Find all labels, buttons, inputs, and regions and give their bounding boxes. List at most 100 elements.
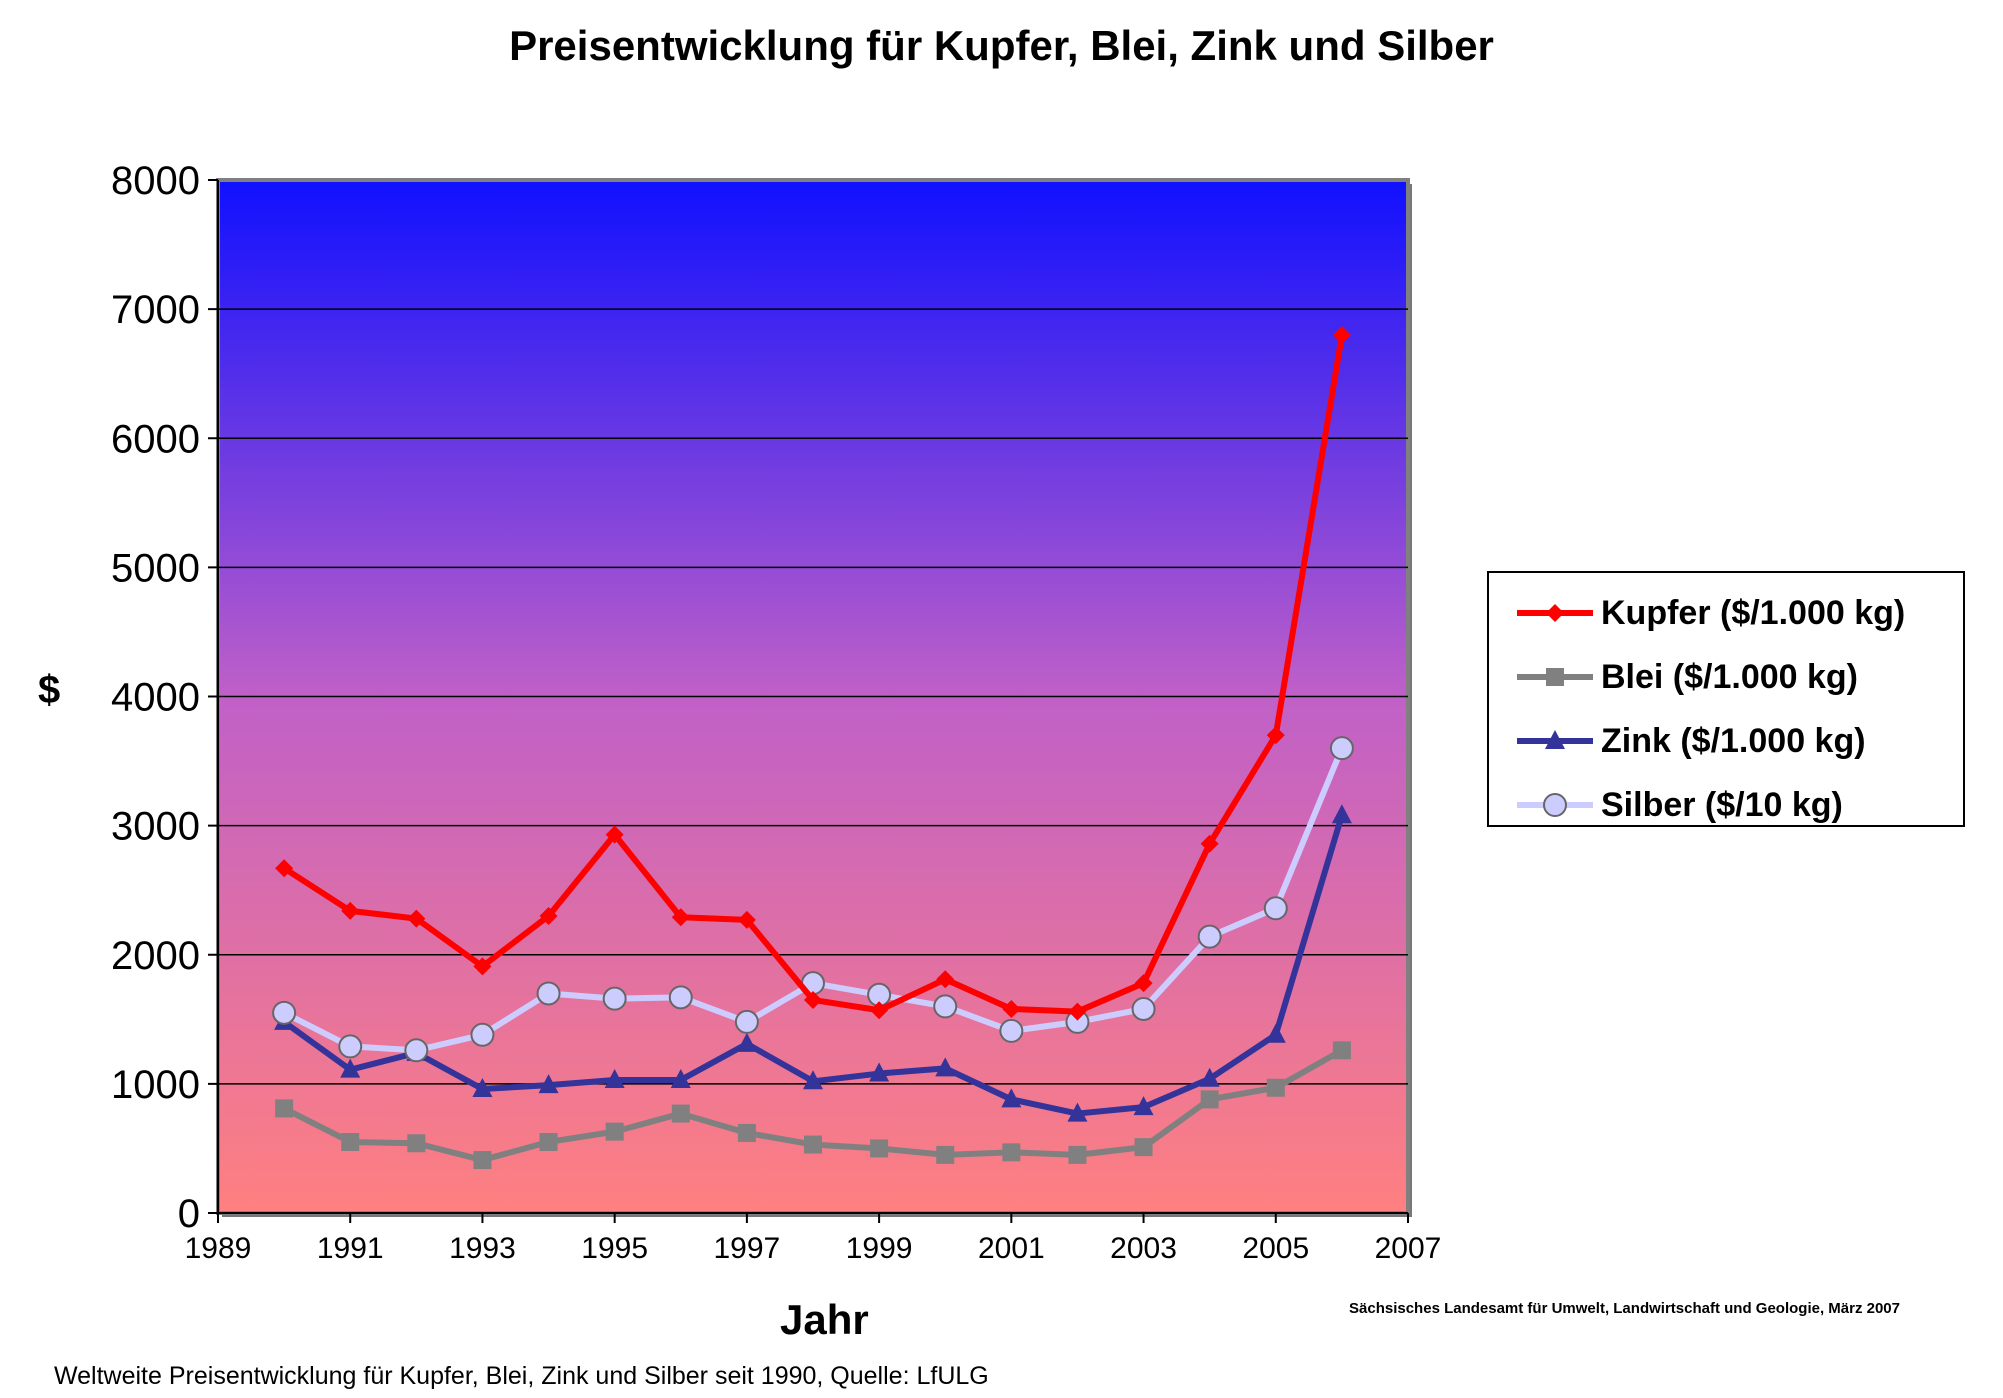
data-point-kupfer-2001 [1002, 999, 1021, 1018]
data-point-silber-2003 [1131, 996, 1156, 1021]
legend-item-kupfer: Kupfer ($/1.000 kg) [1513, 593, 1905, 633]
legend-label-zink: Zink ($/1.000 kg) [1601, 721, 1866, 760]
legend-item-zink: Zink ($/1.000 kg) [1513, 721, 1866, 761]
data-point-blei-2005 [1266, 1078, 1285, 1097]
data-point-blei-2004 [1200, 1090, 1219, 1109]
data-point-blei-2003 [1134, 1138, 1153, 1157]
data-point-zink-1991 [340, 1058, 361, 1078]
legend-swatch-kupfer [1517, 604, 1593, 622]
y-tick-label-4000: 4000 [111, 676, 200, 720]
data-point-silber-1991 [338, 1034, 363, 1059]
data-point-zink-2006 [1331, 804, 1352, 824]
data-point-zink-2002 [1067, 1102, 1088, 1122]
data-point-kupfer-2002 [1068, 1002, 1087, 1021]
x-tick-label-1997: 1997 [714, 1232, 781, 1265]
data-point-silber-1995 [602, 986, 627, 1011]
data-point-zink-1993 [472, 1078, 493, 1098]
data-point-zink-2003 [1133, 1096, 1154, 1116]
legend-swatch-marker [1546, 668, 1564, 686]
data-point-blei-2006 [1332, 1041, 1351, 1060]
y-axis-label: $ [38, 668, 61, 712]
data-point-kupfer-1990 [275, 859, 294, 878]
data-point-zink-1995 [604, 1069, 625, 1089]
legend-swatch-blei [1517, 668, 1593, 686]
data-point-kupfer-1993 [473, 957, 492, 976]
x-tick-label-1993: 1993 [449, 1232, 516, 1265]
data-point-blei-1998 [804, 1135, 822, 1154]
data-point-blei-1999 [870, 1139, 889, 1158]
data-point-silber-2000 [933, 994, 958, 1019]
data-point-blei-1996 [671, 1104, 690, 1123]
y-tick-label-2000: 2000 [111, 934, 200, 978]
data-point-zink-1999 [869, 1062, 890, 1082]
data-point-silber-1996 [668, 985, 693, 1010]
data-point-zink-2004 [1199, 1067, 1220, 1087]
data-point-silber-2005 [1263, 896, 1288, 921]
data-point-zink-2000 [935, 1057, 956, 1077]
y-tick-label-3000: 3000 [111, 805, 200, 849]
data-point-kupfer-1991 [341, 901, 360, 920]
data-point-blei-1992 [407, 1134, 426, 1153]
y-tick-label-5000: 5000 [111, 546, 200, 590]
legend-label-silber: Silber ($/10 kg) [1601, 785, 1843, 824]
legend-label-blei: Blei ($/1.000 kg) [1601, 657, 1859, 696]
y-tick-label-6000: 6000 [111, 417, 200, 461]
data-point-kupfer-2005 [1266, 726, 1285, 745]
data-point-zink-1996 [670, 1069, 691, 1089]
legend-swatch-zink [1517, 730, 1593, 749]
x-tick-label-2005: 2005 [1242, 1232, 1309, 1265]
series-zink [274, 804, 1352, 1122]
data-point-silber-1997 [734, 1009, 759, 1034]
y-tick-label-1000: 1000 [111, 1063, 200, 1107]
data-point-silber-1992 [404, 1038, 429, 1063]
data-point-kupfer-2000 [936, 970, 955, 989]
x-axis-label: Jahr [780, 1296, 869, 1343]
legend-swatch-marker [1543, 793, 1567, 817]
legend-swatch-silber [1517, 793, 1593, 817]
data-point-blei-1991 [341, 1132, 360, 1151]
data-point-blei-2001 [1002, 1143, 1021, 1162]
x-tick-label-2001: 2001 [978, 1232, 1045, 1265]
data-point-zink-1994 [538, 1074, 559, 1094]
data-point-blei-1995 [605, 1122, 624, 1141]
data-point-kupfer-1994 [539, 907, 558, 926]
data-point-silber-1990 [272, 1000, 297, 1025]
data-point-kupfer-1999 [870, 1001, 889, 1020]
data-point-blei-2000 [936, 1145, 955, 1164]
data-point-silber-1994 [536, 981, 561, 1006]
data-point-kupfer-1995 [605, 825, 624, 844]
data-point-silber-1993 [470, 1022, 495, 1047]
y-axis-ticks: 0 1000 2000 3000 4000 5000 6000 7000 8000 [111, 159, 218, 1236]
series-layer [272, 325, 1354, 1170]
data-point-zink-2005 [1265, 1023, 1286, 1043]
legend-swatch-marker [1546, 604, 1564, 622]
series-blei [275, 1041, 1351, 1170]
data-point-kupfer-1997 [737, 910, 756, 929]
data-point-kupfer-1996 [671, 908, 690, 927]
source-credit: Sächsisches Landesamt für Umwelt, Landwi… [1349, 1300, 1900, 1317]
data-point-kupfer-1998 [804, 990, 822, 1009]
y-tick-label-8000: 8000 [111, 159, 200, 203]
y-tick-label-7000: 7000 [111, 288, 200, 332]
x-tick-label-1999: 1999 [846, 1232, 913, 1265]
data-point-zink-1998 [803, 1070, 823, 1090]
legend-label-kupfer: Kupfer ($/1.000 kg) [1601, 593, 1906, 632]
x-tick-label-1989: 1989 [185, 1232, 252, 1265]
figure-caption: Weltweite Preisentwicklung für Kupfer, B… [54, 1362, 989, 1390]
y-tick-label-0: 0 [178, 1192, 200, 1236]
data-point-blei-1993 [473, 1151, 492, 1170]
data-point-kupfer-2003 [1134, 974, 1153, 993]
data-point-silber-2004 [1197, 924, 1222, 949]
data-point-silber-2001 [999, 1018, 1024, 1043]
legend-item-silber: Silber ($/10 kg) [1513, 785, 1843, 825]
data-point-blei-1990 [275, 1099, 294, 1118]
x-tick-label-1995: 1995 [581, 1232, 648, 1265]
x-tick-label-2007: 2007 [1375, 1232, 1442, 1265]
legend: Kupfer ($/1.000 kg) Blei ($/1.000 kg) Zi… [1487, 571, 1965, 827]
data-point-zink-1997 [736, 1032, 757, 1052]
x-tick-label-1991: 1991 [317, 1232, 384, 1265]
data-point-kupfer-1992 [407, 909, 426, 928]
x-axis-ticks: 1989 1991 1993 1995 1997 1999 2001 2003 2005 2007 [185, 1213, 1442, 1265]
x-tick-label-2003: 2003 [1110, 1232, 1177, 1265]
